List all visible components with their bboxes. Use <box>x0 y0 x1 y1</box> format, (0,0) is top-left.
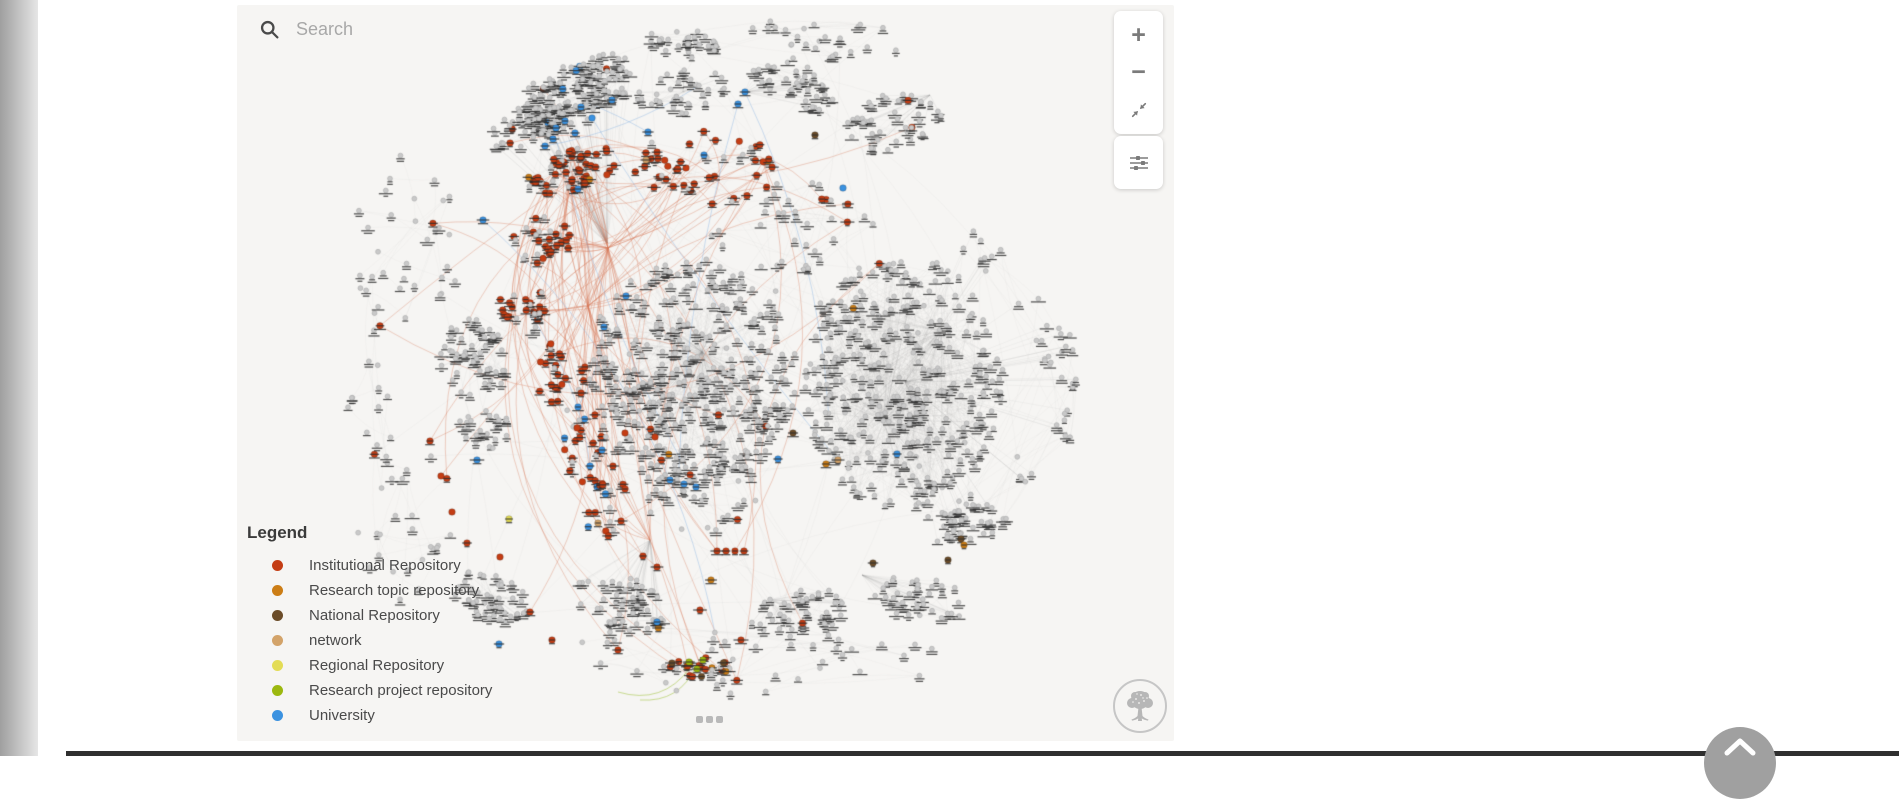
kumu-watermark-logo[interactable] <box>1113 679 1167 733</box>
search-input[interactable] <box>294 17 638 41</box>
dot <box>696 716 703 723</box>
view-settings-card <box>1114 136 1163 189</box>
settings-button[interactable] <box>1114 144 1163 181</box>
dot <box>706 716 713 723</box>
dot <box>716 716 723 723</box>
legend-swatch-national-repository <box>272 610 283 621</box>
left-scrollbar-strip[interactable] <box>0 0 38 756</box>
pagination-dots <box>696 716 723 723</box>
search-icon <box>260 20 279 39</box>
tree-logo-icon <box>1127 691 1153 721</box>
legend-item: Research project repository <box>247 678 492 703</box>
legend-item: Regional Repository <box>247 653 492 678</box>
network-graph-canvas[interactable] <box>237 5 1174 741</box>
scroll-to-top-button[interactable] <box>1704 727 1776 799</box>
legend-label: Institutional Repository <box>309 557 461 574</box>
zoom-out-button[interactable]: − <box>1114 54 1163 91</box>
legend-swatch-regional-repository <box>272 660 283 671</box>
legend-swatch-research-topic-repository <box>272 585 283 596</box>
network-map-panel: + − <box>237 5 1174 741</box>
legend-item: University <box>247 703 492 728</box>
legend-label: Research project repository <box>309 682 493 699</box>
legend-item: network <box>247 628 492 653</box>
next-section-edge <box>66 751 1899 756</box>
legend-swatch-research-project-repository <box>272 685 283 696</box>
plus-icon: + <box>1131 21 1146 49</box>
legend-item: Research topic repository <box>247 578 492 603</box>
legend-label: network <box>309 632 362 649</box>
legend-swatch-network <box>272 635 283 646</box>
legend-label: Regional Repository <box>309 657 445 674</box>
compress-arrows-icon <box>1131 102 1146 117</box>
legend-item: Institutional Repository <box>247 553 492 578</box>
legend-label: National Repository <box>309 607 440 624</box>
zoom-controls-card: + − <box>1114 11 1163 134</box>
legend: Legend Institutional Repository Research… <box>247 523 492 728</box>
legend-label: Research topic repository <box>309 582 480 599</box>
legend-title: Legend <box>247 523 308 542</box>
minus-icon: − <box>1131 58 1146 86</box>
sliders-icon <box>1129 155 1148 170</box>
zoom-in-button[interactable]: + <box>1114 17 1163 54</box>
search-bar <box>259 13 679 45</box>
legend-swatch-institutional-repository <box>272 560 283 571</box>
legend-item: National Repository <box>247 603 492 628</box>
legend-label: University <box>309 707 375 724</box>
legend-swatch-university <box>272 710 283 721</box>
zoom-fit-button[interactable] <box>1114 91 1163 128</box>
chevron-up-icon <box>1724 738 1756 756</box>
